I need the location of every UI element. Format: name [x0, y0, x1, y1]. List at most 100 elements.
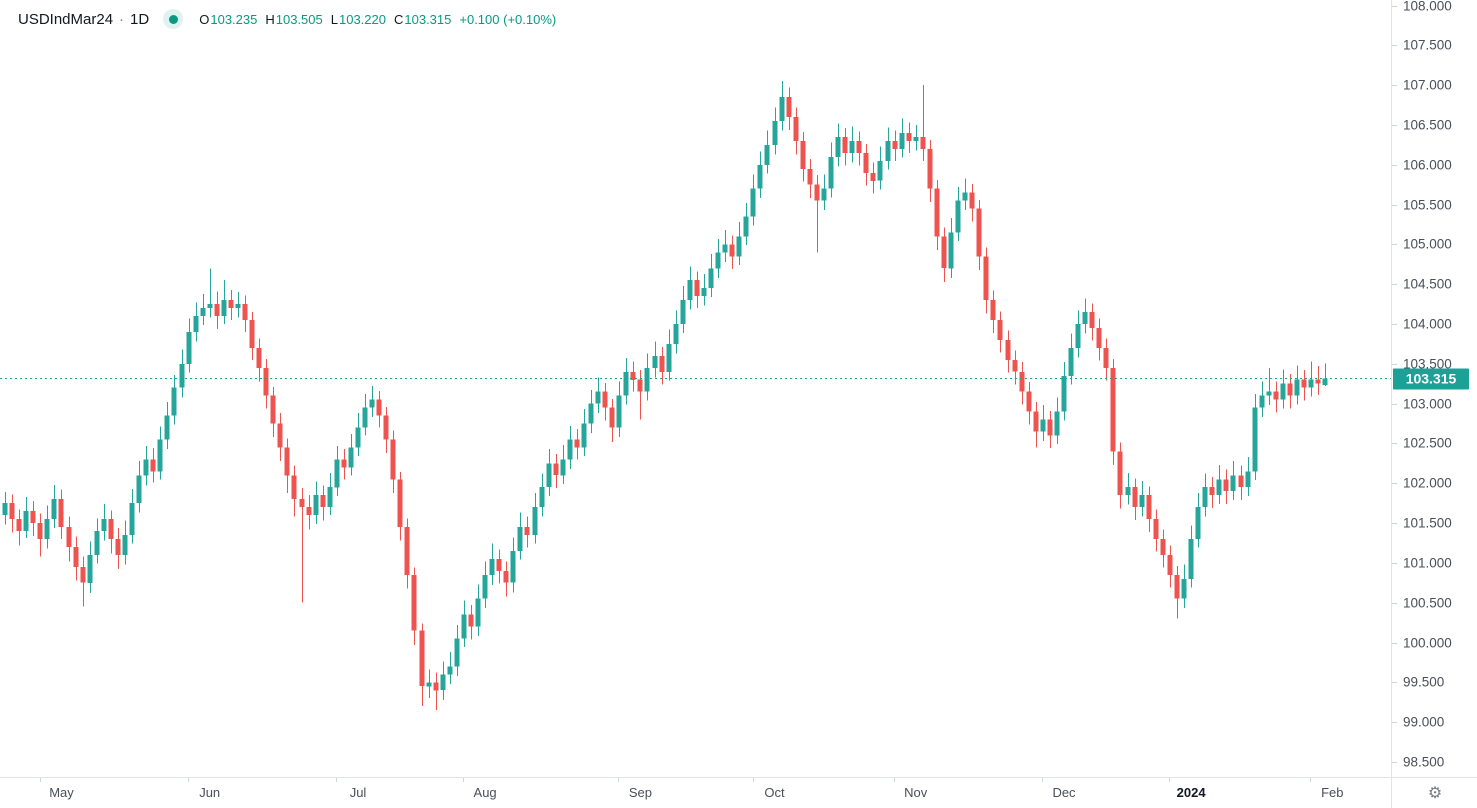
- price-tick-mark: [1392, 85, 1397, 87]
- price-tick-label: 100.500: [1403, 595, 1452, 611]
- time-tick-label: Sep: [628, 785, 652, 800]
- price-tick-mark: [1392, 443, 1397, 445]
- price-tick-mark: [1392, 363, 1397, 365]
- candle-body: [1195, 507, 1201, 539]
- candle-body: [136, 475, 142, 504]
- chart-pane[interactable]: [0, 0, 1391, 777]
- candle-body: [983, 256, 989, 301]
- low-value: 103.220: [338, 11, 386, 27]
- candle-body: [221, 300, 227, 316]
- candle-body: [447, 666, 453, 675]
- candle-body: [383, 415, 389, 440]
- time-tick-mark: [752, 778, 754, 782]
- candle-body: [1167, 554, 1173, 575]
- candle-body: [200, 308, 206, 317]
- candle-body: [1075, 324, 1081, 348]
- candle-body: [362, 407, 368, 428]
- candle-body: [44, 519, 50, 539]
- candle-body: [87, 554, 93, 583]
- candle-body: [433, 682, 439, 691]
- candle-body: [807, 168, 813, 185]
- candle-body: [1202, 487, 1208, 508]
- candle-body: [9, 503, 15, 519]
- time-tick-label: Nov: [904, 785, 928, 800]
- price-tick-mark: [1392, 204, 1397, 206]
- candle-body: [1174, 574, 1180, 599]
- candle-body: [623, 371, 629, 396]
- price-tick-mark: [1392, 5, 1397, 7]
- candle-body: [1026, 391, 1032, 412]
- candle-body: [228, 300, 234, 309]
- candle-body: [764, 144, 770, 165]
- candle-body: [885, 140, 891, 161]
- market-status-icon[interactable]: [163, 9, 184, 29]
- candle-body: [1223, 479, 1229, 492]
- candle-body: [602, 391, 608, 408]
- candle-body: [1033, 411, 1039, 432]
- candle-body: [249, 320, 255, 348]
- time-tick-mark: [336, 778, 337, 782]
- candle-body: [1132, 487, 1138, 508]
- time-tick-mark: [463, 778, 465, 782]
- price-tick-mark: [1392, 125, 1397, 126]
- candle-body: [553, 463, 559, 476]
- candle-body: [560, 459, 566, 476]
- candle-body: [235, 304, 241, 309]
- price-tick-mark: [1392, 45, 1397, 47]
- candle-body: [489, 558, 495, 575]
- price-tick-mark: [1392, 682, 1397, 684]
- price-tick-mark: [1392, 403, 1397, 405]
- candle-body: [828, 156, 834, 189]
- price-tick-label: 106.000: [1403, 157, 1452, 173]
- candle-body: [256, 347, 262, 368]
- candle-body: [694, 280, 700, 297]
- time-tick-mark: [187, 778, 189, 782]
- timeframe-label[interactable]: 1D: [130, 10, 150, 28]
- candle-body: [1047, 419, 1053, 436]
- candle-body: [609, 407, 615, 428]
- candle-body: [687, 280, 693, 301]
- last-price-label: 103.315: [1393, 368, 1469, 389]
- symbol-name[interactable]: USDIndMar24: [18, 10, 114, 28]
- candle-body: [1245, 471, 1251, 488]
- candle-body: [743, 216, 749, 237]
- candle-body: [772, 121, 778, 145]
- candle-body: [659, 355, 665, 372]
- time-tick-mark: [1169, 778, 1171, 782]
- price-tick-mark: [1392, 642, 1397, 644]
- candle-body: [143, 459, 149, 476]
- open-value: 103.235: [210, 11, 258, 27]
- price-axis[interactable]: 108.000 107.500 107.000 106.500 106.000 105.5…: [1391, 0, 1477, 777]
- candle-body: [1259, 395, 1265, 408]
- candle-body: [517, 527, 523, 551]
- ohlc-readout: O 103.235 H 103.505 L 103.220 C 103.315 …: [199, 12, 556, 27]
- candle-body: [941, 236, 947, 269]
- candle-body: [574, 439, 580, 448]
- candle-body: [835, 136, 841, 157]
- candle-body: [66, 527, 72, 547]
- candle-body: [1068, 347, 1074, 376]
- candle-body: [990, 300, 996, 320]
- time-axis[interactable]: May Jun Jul Aug Sep Oct Nov Dec 2024 Feb: [0, 777, 1391, 808]
- candle-body: [1125, 487, 1131, 496]
- price-tick-label: 99.000: [1403, 714, 1445, 730]
- candle-body: [390, 439, 396, 480]
- price-tick-label: 108.000: [1403, 0, 1452, 14]
- time-tick-mark: [618, 778, 620, 782]
- candle-body: [1301, 379, 1307, 388]
- price-tick-label: 106.500: [1403, 117, 1452, 133]
- price-tick-mark: [1392, 284, 1397, 286]
- candle-body: [588, 403, 594, 424]
- legend: USDIndMar24 · 1D O 103.235 H 103.505 L 1…: [18, 9, 556, 29]
- change-value: +0.100 (+0.10%): [459, 11, 557, 27]
- candle-body: [277, 423, 283, 448]
- settings-gear-icon[interactable]: ⚙: [1427, 784, 1443, 802]
- candle-body: [581, 423, 587, 448]
- close-value: 103.315: [404, 11, 452, 27]
- candle-body: [299, 499, 305, 508]
- candle-body: [179, 363, 185, 388]
- candle-body: [376, 399, 382, 416]
- candle-body: [1096, 328, 1102, 348]
- candle-body: [976, 208, 982, 257]
